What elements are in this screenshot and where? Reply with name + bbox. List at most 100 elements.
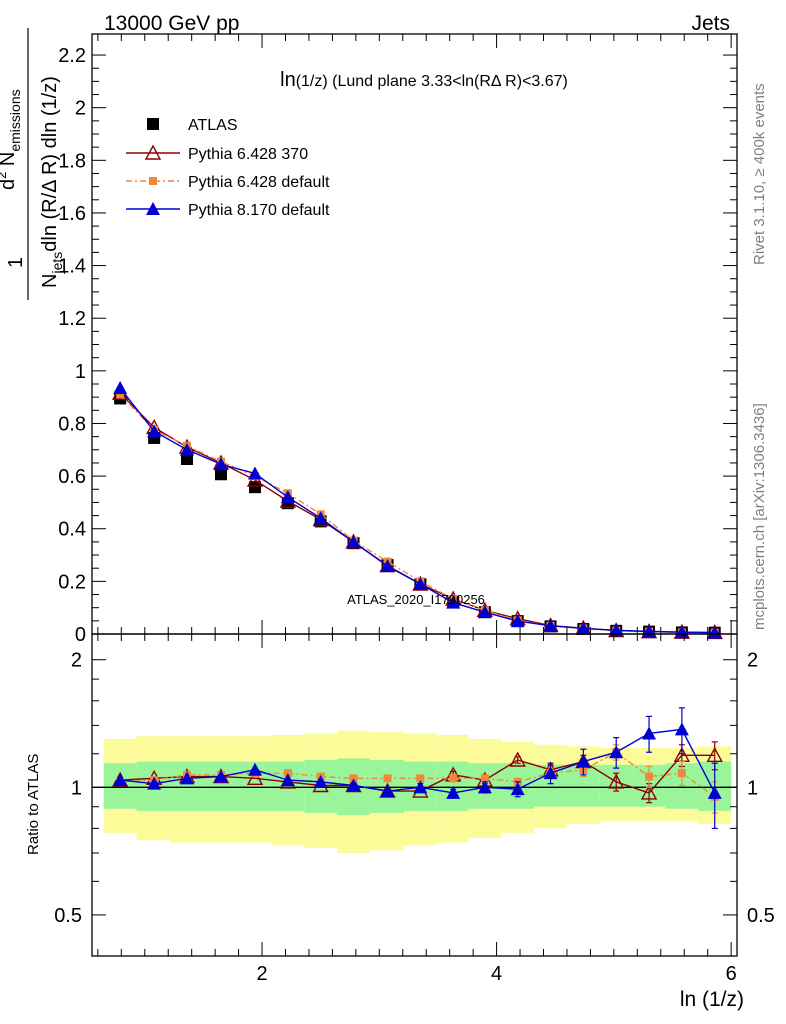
svg-text:1: 1 [5, 257, 27, 268]
ratio-point-py8 [248, 762, 263, 776]
legend: ATLAS Pythia 6.428 370 Pythia 6.428 defaul… [126, 117, 330, 219]
ratio-point-py8 [510, 782, 525, 796]
legend-marker-py8 [146, 202, 160, 215]
rivet-label: Rivet 3.1.10, ≥ 400k events [751, 83, 768, 265]
ratio-ytick-label: 2 [71, 650, 82, 672]
main-ytick-label: 1.2 [58, 308, 86, 330]
svg-text:d2 Nemissions: d2 Nemissions [0, 89, 23, 190]
ratio-point-py8 [113, 773, 128, 787]
ratio-point-py6_370 [640, 784, 658, 800]
ratio-point-py8 [313, 774, 328, 788]
legend-marker-py6_default [149, 177, 157, 185]
point-atlas [180, 453, 193, 465]
main-ytick-label: 1.6 [58, 203, 86, 225]
ratio-series [111, 707, 723, 830]
ratio-point-py6_default [383, 774, 392, 783]
legend-label-py8: Pythia 8.170 default [188, 202, 330, 219]
ratio-point-py8 [179, 771, 194, 785]
ratio-point-py8 [214, 769, 228, 783]
legend-label-py6_370: Pythia 6.428 370 [188, 146, 308, 163]
ratio-axis-ticks: 0.5 0.5 1 1 2 2 2 4 6 [54, 634, 775, 985]
xtick-label: 6 [726, 963, 737, 985]
ratio-ytick-label-right: 1 [747, 777, 758, 799]
ratio-point-py6_default [645, 772, 654, 781]
point-atlas [249, 481, 262, 494]
point-py8 [609, 623, 624, 637]
main-axis-ticks: 0 0.2 0.4 0.6 0.8 1 1.2 1.4 1.6 1.8 2 2.2 [58, 34, 737, 646]
ratio-point-py6_370 [608, 773, 625, 789]
main-title: ln(1/z) (Lund plane 3.33<ln(RΔ R)<3.67) [280, 69, 568, 91]
legend-label-atlas: ATLAS [188, 117, 238, 134]
main-ytick-label: 0.6 [58, 466, 86, 488]
point-py8 [147, 424, 162, 438]
ratio-point-py6_default [449, 774, 458, 783]
ratio-point-py8 [642, 726, 657, 740]
ratio-point-py8 [674, 722, 689, 736]
mcplots-label: mcplots.cern.ch [arXiv:1306.3436] [751, 403, 768, 630]
ratio-point-py8 [380, 784, 395, 798]
point-py8 [413, 577, 428, 590]
xtick-label: 4 [491, 963, 502, 985]
svg-text:Njetsdln (R/Δ R) dln (1/z): Njetsdln (R/Δ R) dln (1/z) [39, 76, 65, 288]
x-axis-label: ln (1/z) [680, 988, 744, 1011]
point-atlas [215, 468, 227, 481]
main-ytick-label: 2 [75, 98, 86, 120]
point-py8 [280, 490, 295, 504]
point-py8 [477, 605, 492, 619]
point-py8 [214, 457, 228, 471]
point-py8 [576, 621, 591, 635]
ratio-point-py8 [446, 785, 461, 799]
point-py8 [313, 511, 328, 525]
header-right: Jets [691, 12, 730, 35]
ratio-panel-frame [91, 633, 738, 957]
legend-label-py6_default: Pythia 6.428 default [188, 174, 330, 191]
ratio-ytick-label: 1 [71, 777, 82, 799]
main-ytick-label: 0.8 [58, 413, 86, 435]
main-ytick-label: 2.2 [58, 45, 86, 67]
main-ytick-label: 1 [75, 361, 86, 383]
ratio-point-py8 [707, 785, 722, 799]
legend-marker-py6_370 [144, 144, 162, 160]
header-left: 13000 GeV pp [104, 12, 239, 35]
point-py8 [446, 595, 461, 609]
ratio-point-py8 [477, 780, 492, 794]
point-py8 [510, 614, 525, 628]
legend-marker-atlas [147, 118, 159, 130]
point-py8 [346, 534, 361, 548]
ratio-point-py8 [280, 773, 295, 787]
main-series [111, 380, 723, 640]
ratio-point-py6_370 [706, 746, 723, 763]
main-ytick-label: 1.8 [58, 150, 86, 172]
ratio-point-py8 [147, 776, 162, 790]
ratio-point-py8 [576, 754, 591, 768]
ratio-point-py6_370 [509, 751, 526, 767]
ratio-ylabel: Ratio to ATLAS [25, 754, 42, 855]
point-py8 [674, 625, 689, 639]
band-green-bin [203, 761, 238, 811]
ratio-point-py6_default [677, 769, 686, 778]
main-ytick-label: 0 [75, 624, 86, 646]
ratio-point-py6_370 [246, 769, 264, 786]
ratio-point-py8 [413, 780, 428, 794]
ratio-ytick-label: 0.5 [54, 905, 82, 927]
ratio-point-py8 [346, 778, 361, 792]
ratio-point-py6_default [480, 774, 489, 783]
ratio-point-py8 [543, 766, 558, 780]
point-py8 [248, 466, 263, 480]
point-py8 [543, 618, 558, 632]
ratio-point-py8 [609, 745, 624, 759]
point-py8 [113, 380, 128, 394]
ratio-ytick-label-right: 2 [747, 650, 758, 672]
xtick-label: 2 [256, 963, 267, 985]
watermark: ATLAS_2020_I1790256 [347, 592, 485, 607]
point-py8 [380, 559, 395, 573]
point-py6_default [116, 390, 125, 399]
point-py8 [179, 442, 194, 456]
ratio-point-py6_default [416, 774, 425, 783]
main-ylabel: 1 Njetsdln (R/Δ R) dln (1/z) d2 Nemissio… [0, 28, 65, 300]
ratio-point-py6_default [349, 774, 358, 783]
ratio-ytick-label-right: 0.5 [747, 905, 775, 927]
point-py8 [707, 625, 722, 639]
main-ytick-label: 0.2 [58, 571, 86, 593]
